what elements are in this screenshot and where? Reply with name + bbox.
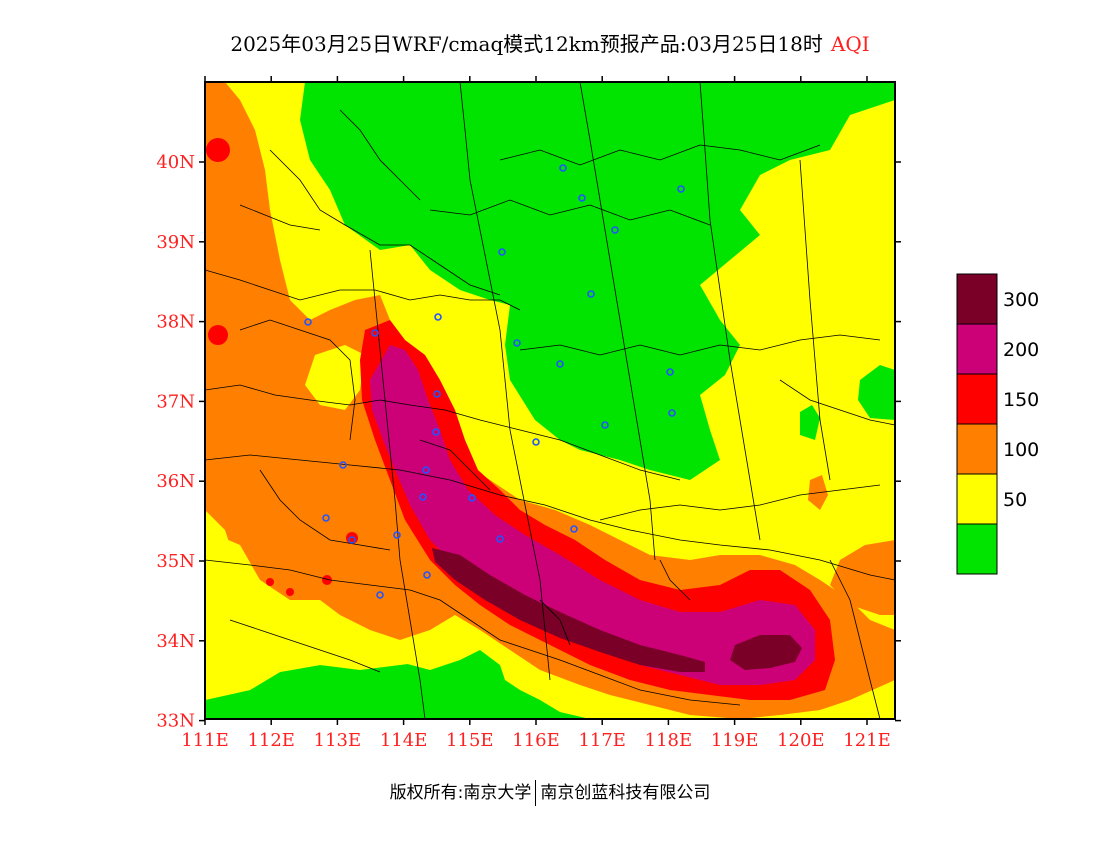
station-marker: [348, 536, 356, 544]
hotspot-sw2: [286, 588, 294, 596]
hotspot-nw: [206, 138, 230, 162]
station-marker: [468, 494, 476, 502]
unhealthy-zone: [360, 320, 835, 700]
legend-label: 150: [1003, 389, 1039, 411]
station-marker: [339, 461, 347, 469]
x-tick-label: 113E: [314, 730, 362, 751]
station-marker: [498, 248, 506, 256]
x-tick-label: 112E: [247, 730, 295, 751]
station-marker: [432, 428, 440, 436]
hotspot-sw3: [266, 578, 274, 586]
plot-frame: [204, 81, 896, 720]
y-tick-label: 36N: [156, 471, 195, 492]
admin-boundaries: [205, 82, 895, 719]
x-tick-label: 111E: [181, 730, 229, 751]
x-tick-label: 121E: [843, 730, 891, 751]
station-marker: [532, 438, 540, 446]
station-marker: [422, 466, 430, 474]
usg-zone-west: [205, 82, 895, 719]
footer-copyright: 版权所有:南京大学: [389, 783, 532, 803]
aqi-legend: 300 200 150 100 50: [956, 273, 1039, 575]
axis-ticks: [199, 76, 901, 725]
good-zone-south: [205, 650, 590, 719]
station-marker: [496, 535, 504, 543]
station-marker: [513, 339, 521, 347]
station-marker: [559, 164, 567, 172]
station-marker: [666, 368, 674, 376]
aqi-field: [205, 82, 895, 719]
station-marker: [419, 493, 427, 501]
title-variable: AQI: [830, 32, 870, 56]
station-marker: [601, 421, 609, 429]
usg-zone-east: [830, 540, 895, 615]
station-marker: [433, 390, 441, 398]
legend-swatch: [956, 273, 998, 325]
y-tick-label: 39N: [156, 232, 195, 253]
legend-swatch: [956, 323, 998, 375]
footer-divider: [535, 780, 537, 806]
station-marker: [371, 329, 379, 337]
footer-credit: 版权所有:南京大学 南京创蓝科技有限公司: [0, 778, 1100, 806]
station-marker: [304, 318, 312, 326]
station-marker: [587, 290, 595, 298]
station-marker: [570, 525, 578, 533]
y-tick-label: 40N: [156, 152, 195, 173]
legend-swatch: [956, 523, 998, 575]
x-axis-labels: 111E 112E 113E 114E 115E 116E 117E 118E 119E 120E…: [181, 730, 891, 751]
station-marker: [423, 571, 431, 579]
y-tick-label: 35N: [156, 551, 195, 572]
footer-company: 南京创蓝科技有限公司: [540, 783, 711, 803]
legend-label: 50: [1003, 489, 1027, 511]
hazardous-zone-east: [730, 635, 802, 670]
good-zone-east-small: [800, 405, 820, 440]
station-marker: [393, 531, 401, 539]
station-marker: [556, 360, 564, 368]
legend-label: 100: [1003, 439, 1039, 461]
station-marker: [322, 514, 330, 522]
station-marker: [668, 409, 676, 417]
station-marker: [611, 226, 619, 234]
legend-swatch: [956, 473, 998, 525]
good-zone-east: [858, 365, 895, 420]
y-axis-labels: 40N 39N 38N 37N 36N 35N 34N 33N: [156, 152, 195, 732]
station-markers: [304, 164, 685, 599]
map-title: 2025年03月25日WRF/cmaq模式12km预报产品:03月25日18时 A…: [0, 28, 1100, 57]
station-marker: [434, 313, 442, 321]
station-marker: [376, 591, 384, 599]
x-tick-label: 114E: [380, 730, 428, 751]
legend-label: 200: [1003, 339, 1039, 361]
station-marker: [677, 185, 685, 193]
y-tick-label: 38N: [156, 312, 195, 333]
x-tick-label: 117E: [578, 730, 626, 751]
hotspot-sw: [322, 575, 332, 585]
y-tick-label: 37N: [156, 391, 195, 412]
station-marker: [578, 194, 586, 202]
hazardous-zone-main: [432, 548, 705, 672]
good-zone-north: [300, 82, 895, 480]
hotspot-w: [208, 325, 228, 345]
x-tick-label: 115E: [446, 730, 494, 751]
x-tick-label: 116E: [512, 730, 560, 751]
x-tick-label: 120E: [777, 730, 825, 751]
title-main: 2025年03月25日WRF/cmaq模式12km预报产品:03月25日18时: [230, 32, 823, 56]
x-tick-label: 119E: [711, 730, 759, 751]
y-tick-label: 33N: [156, 711, 195, 732]
legend-label: 300: [1003, 289, 1039, 311]
legend-swatch: [956, 423, 998, 475]
legend-swatch: [956, 373, 998, 425]
moderate-pocket-sw: [205, 530, 440, 700]
y-tick-label: 34N: [156, 631, 195, 652]
x-tick-label: 118E: [645, 730, 693, 751]
